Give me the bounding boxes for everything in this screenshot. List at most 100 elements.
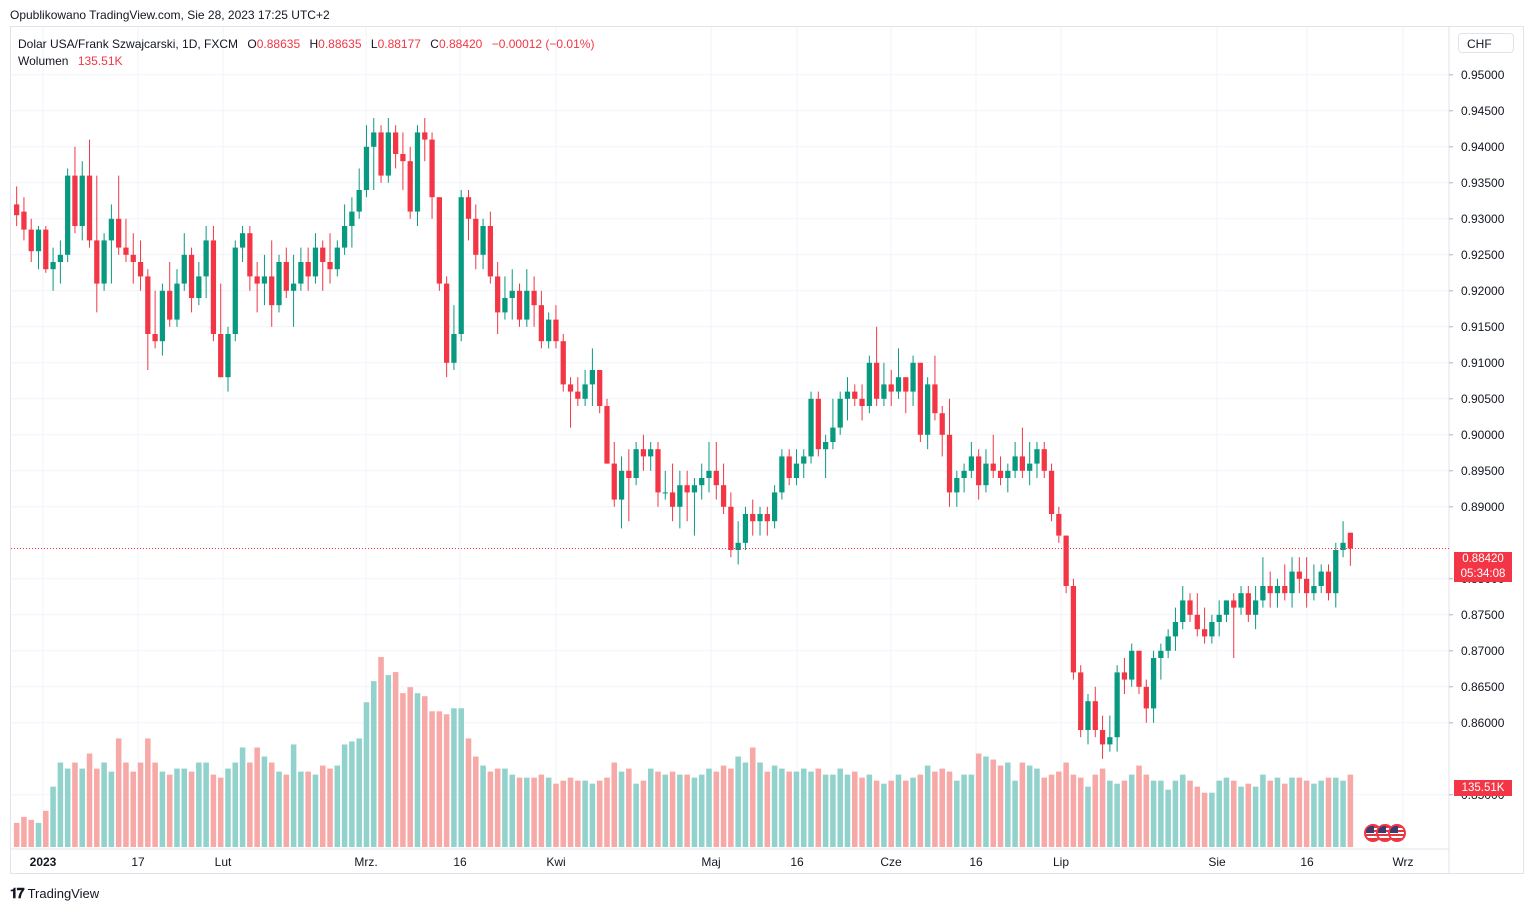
volume-bar (859, 777, 865, 847)
volume-bar (1136, 765, 1142, 847)
volume-bar (1172, 780, 1179, 847)
candle-body (597, 370, 603, 406)
candle-body (509, 290, 515, 298)
candlestick-chart[interactable]: 0.95000 0.94500 0.94000 0.93500 0.93000 0.925… (11, 27, 1523, 873)
currency-selector[interactable]: CHF (1458, 33, 1514, 53)
candle-body (225, 334, 231, 378)
tradingview-logo[interactable]: 𝟏𝟕 TradingView (10, 885, 99, 902)
tradingview-logo-icon: 𝟏𝟕 (10, 885, 25, 901)
price-tick-label: 0.86500 (1461, 680, 1505, 694)
candle-body (312, 247, 319, 277)
time-tick-label: Sie (1208, 855, 1226, 869)
volume-bar (356, 738, 362, 847)
volume-bar (1260, 774, 1266, 847)
volume-bar (1296, 777, 1303, 847)
candle-body (691, 485, 698, 493)
candle-body (1333, 550, 1339, 594)
volume-bar (939, 768, 945, 847)
candle-body (1282, 586, 1288, 594)
candle-body (830, 427, 836, 442)
candle-body (1216, 614, 1222, 622)
candle-body (495, 276, 501, 313)
candle-body (1027, 463, 1033, 471)
volume-bar (764, 771, 771, 847)
candle-body (822, 442, 829, 450)
candle-body (1318, 571, 1324, 586)
candle-body (1231, 600, 1237, 608)
volume-label[interactable]: Wolumen (18, 54, 69, 68)
candle-body (458, 197, 464, 334)
volume-bar (830, 774, 836, 847)
volume-bar (589, 783, 596, 847)
volume-bar (181, 768, 188, 847)
candle-body (1201, 629, 1208, 637)
volume-bar (524, 777, 530, 847)
candle-body (895, 377, 902, 392)
volume-bar (290, 744, 297, 847)
price-axis[interactable]: 0.95000 0.94500 0.94000 0.93500 0.93000 0.925… (1449, 68, 1505, 802)
candle-body (254, 276, 260, 284)
volume-bar (611, 762, 618, 847)
time-axis[interactable]: 2023 17 Lut Mrz. 16 Kwi Maj 16 Cze 16 Lip Sie 16 Wrz (30, 855, 1414, 869)
time-tick-label: Lip (1053, 855, 1069, 869)
volume-bar (1063, 762, 1069, 847)
candle-body (1209, 622, 1215, 637)
candle-body (269, 276, 275, 306)
brand-name: TradingView (27, 886, 100, 901)
volume-bar (837, 768, 843, 847)
candle-body (764, 514, 770, 522)
symbol-title[interactable]: Dolar USA/Frank Szwajcarski, 1D, FXCM (18, 37, 239, 51)
chart-frame[interactable]: 0.95000 0.94500 0.94000 0.93500 0.93000 0.925… (10, 26, 1524, 874)
candle-body (524, 290, 530, 320)
volume-bar (1252, 786, 1259, 847)
volume-bar (429, 711, 435, 847)
candle-body (94, 240, 100, 284)
volume-bar (873, 780, 880, 847)
volume-bar (1340, 780, 1346, 847)
volume-bar (283, 774, 290, 847)
volume-bar (422, 696, 428, 847)
candle-body (196, 276, 202, 298)
volume-bar (997, 765, 1004, 847)
volume-bar (115, 738, 122, 847)
candle-body (283, 262, 289, 291)
volume-bar (1303, 780, 1310, 847)
candle-body (152, 334, 158, 342)
candle-body (327, 262, 333, 270)
volume-bar (334, 765, 341, 847)
candle-body (954, 478, 960, 493)
us-flag-icon[interactable] (1388, 824, 1406, 842)
volume-bar (443, 714, 450, 847)
candle-body (662, 492, 668, 494)
candle-body (130, 254, 136, 262)
candle-body (35, 229, 42, 252)
volume-bar (698, 774, 705, 847)
volume-bar (757, 762, 763, 847)
volume-bar (903, 780, 909, 847)
volume-bar (1099, 768, 1106, 847)
candle-body (611, 463, 617, 500)
volume-bar (618, 771, 625, 847)
volume-bar (101, 762, 107, 847)
candle-body (888, 384, 894, 392)
candle-body (1150, 658, 1157, 709)
volume-bar (1289, 777, 1295, 847)
candle-body (560, 341, 566, 385)
volume-bar (43, 810, 49, 847)
economic-events[interactable] (1364, 824, 1406, 842)
candle-body (1048, 470, 1055, 514)
candle-body (946, 434, 953, 493)
volume-bar (815, 768, 822, 847)
volume-bar (545, 777, 552, 847)
volume-bar (1034, 768, 1040, 847)
volume-bar (771, 765, 778, 847)
price-tick-label: 0.91500 (1461, 320, 1505, 334)
volume-bar (378, 657, 384, 847)
volume-bar (159, 771, 166, 847)
volume-bar (261, 756, 268, 847)
candle-body (1223, 600, 1230, 615)
volume-bar (822, 774, 829, 847)
volume-bar (480, 765, 486, 847)
candle-body (473, 218, 479, 255)
volume-bar (1085, 786, 1091, 847)
